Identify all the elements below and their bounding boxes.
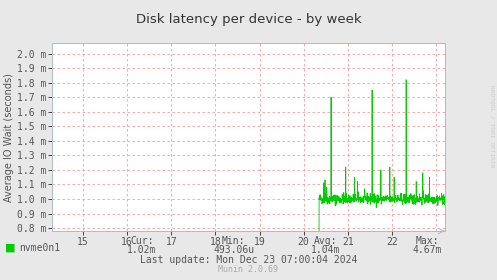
Text: Avg:: Avg:	[314, 236, 337, 246]
Text: nvme0n1: nvme0n1	[19, 243, 60, 253]
Text: Disk latency per device - by week: Disk latency per device - by week	[136, 13, 361, 25]
Text: Max:: Max:	[415, 236, 439, 246]
Text: Min:: Min:	[222, 236, 246, 246]
Text: Cur:: Cur:	[130, 236, 154, 246]
Text: ■: ■	[5, 243, 15, 253]
Text: 4.67m: 4.67m	[413, 245, 442, 255]
Text: RRDTOOL / TOBI OETIKER: RRDTOOL / TOBI OETIKER	[490, 85, 495, 167]
Text: 493.06u: 493.06u	[213, 245, 254, 255]
Y-axis label: Average IO Wait (seconds): Average IO Wait (seconds)	[4, 73, 14, 202]
Text: 1.04m: 1.04m	[311, 245, 340, 255]
Text: 1.02m: 1.02m	[127, 245, 157, 255]
Text: Munin 2.0.69: Munin 2.0.69	[219, 265, 278, 274]
Text: Last update: Mon Dec 23 07:00:04 2024: Last update: Mon Dec 23 07:00:04 2024	[140, 255, 357, 265]
